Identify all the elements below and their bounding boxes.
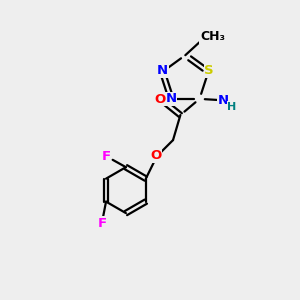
- Text: N: N: [218, 94, 229, 107]
- Text: F: F: [102, 150, 111, 164]
- Text: N: N: [157, 64, 168, 77]
- Text: N: N: [166, 92, 177, 105]
- Text: S: S: [204, 64, 214, 77]
- Text: H: H: [227, 102, 236, 112]
- Text: O: O: [150, 149, 162, 162]
- Text: O: O: [154, 93, 165, 106]
- Text: F: F: [98, 217, 107, 230]
- Text: CH₃: CH₃: [200, 30, 225, 43]
